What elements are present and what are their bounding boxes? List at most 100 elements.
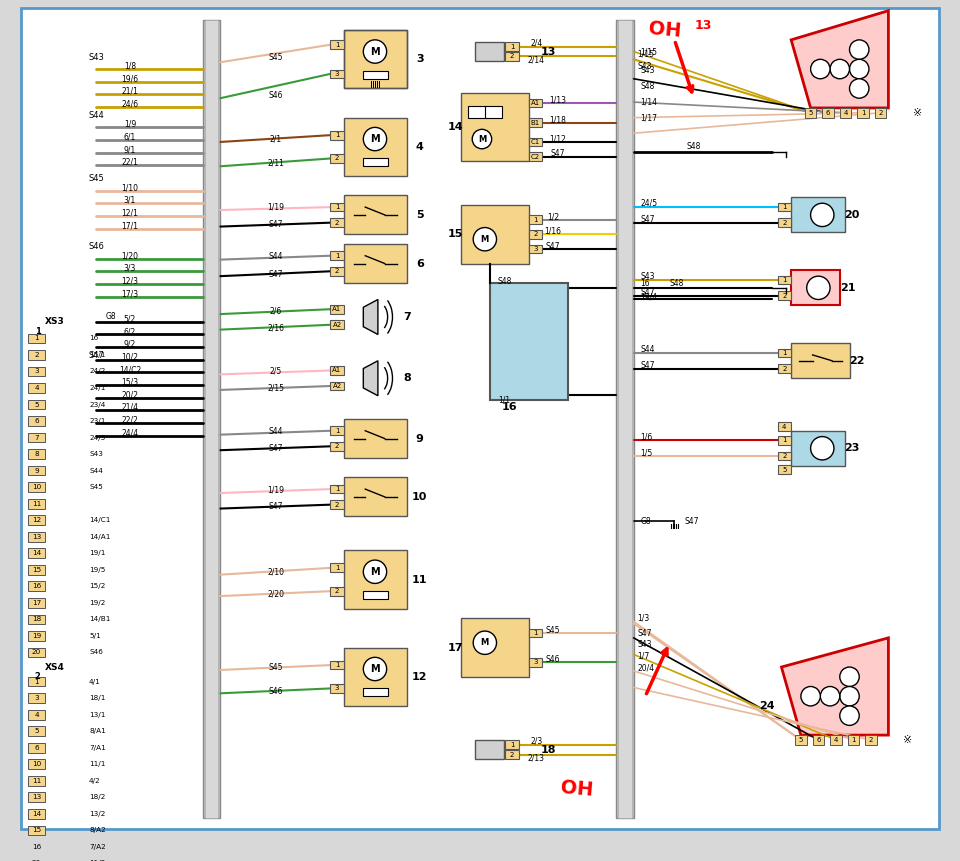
Text: 14: 14 bbox=[32, 550, 41, 556]
FancyBboxPatch shape bbox=[28, 532, 45, 542]
Text: 15/3: 15/3 bbox=[121, 378, 138, 387]
Text: 2: 2 bbox=[335, 269, 339, 275]
FancyBboxPatch shape bbox=[344, 30, 407, 89]
Circle shape bbox=[473, 227, 496, 251]
Text: 2: 2 bbox=[782, 220, 786, 226]
Text: 17/1: 17/1 bbox=[122, 221, 138, 230]
FancyBboxPatch shape bbox=[363, 592, 388, 599]
FancyBboxPatch shape bbox=[344, 195, 407, 234]
Text: 2/11: 2/11 bbox=[268, 159, 284, 168]
FancyBboxPatch shape bbox=[344, 244, 407, 283]
Text: 4: 4 bbox=[833, 737, 838, 743]
Text: S47: S47 bbox=[640, 215, 655, 224]
Text: 21: 21 bbox=[840, 282, 855, 293]
Text: M: M bbox=[481, 235, 489, 244]
Text: 20: 20 bbox=[844, 210, 859, 220]
Circle shape bbox=[363, 561, 387, 584]
Text: 24/2: 24/2 bbox=[89, 369, 106, 375]
Text: 10/2: 10/2 bbox=[122, 352, 138, 362]
Text: S47: S47 bbox=[88, 351, 104, 361]
Circle shape bbox=[821, 686, 840, 706]
Text: S43: S43 bbox=[89, 451, 103, 457]
FancyBboxPatch shape bbox=[330, 563, 344, 573]
Text: G8: G8 bbox=[640, 517, 651, 526]
FancyBboxPatch shape bbox=[330, 587, 344, 596]
FancyBboxPatch shape bbox=[28, 581, 45, 592]
Text: 1: 1 bbox=[335, 41, 339, 47]
Text: 13: 13 bbox=[695, 19, 712, 32]
Text: 7/A1: 7/A1 bbox=[89, 745, 106, 751]
Text: M: M bbox=[371, 134, 380, 144]
FancyBboxPatch shape bbox=[330, 154, 344, 163]
Text: 2: 2 bbox=[869, 737, 873, 743]
Text: S43: S43 bbox=[88, 53, 104, 62]
Text: S47: S47 bbox=[640, 361, 655, 370]
Text: 3: 3 bbox=[35, 695, 39, 701]
Text: 15: 15 bbox=[448, 229, 464, 239]
Text: 19/2: 19/2 bbox=[89, 600, 106, 606]
Text: 12/3: 12/3 bbox=[122, 276, 138, 286]
FancyBboxPatch shape bbox=[28, 400, 45, 409]
Polygon shape bbox=[781, 638, 888, 735]
Text: S48: S48 bbox=[497, 276, 512, 286]
Text: 2: 2 bbox=[782, 453, 786, 459]
FancyBboxPatch shape bbox=[529, 230, 542, 238]
Text: 4: 4 bbox=[35, 385, 39, 391]
Text: 10: 10 bbox=[32, 484, 41, 490]
Text: S48: S48 bbox=[640, 82, 655, 91]
FancyBboxPatch shape bbox=[330, 202, 344, 212]
Text: 15/1: 15/1 bbox=[89, 352, 106, 358]
Text: 24/5: 24/5 bbox=[640, 199, 658, 208]
Text: 1/6: 1/6 bbox=[640, 432, 653, 441]
Text: 2: 2 bbox=[782, 293, 786, 299]
FancyBboxPatch shape bbox=[28, 383, 45, 393]
FancyBboxPatch shape bbox=[529, 118, 542, 127]
Text: 23/1: 23/1 bbox=[89, 418, 106, 424]
Text: 8/A2: 8/A2 bbox=[89, 827, 106, 833]
Text: S47: S47 bbox=[545, 241, 561, 251]
FancyBboxPatch shape bbox=[203, 21, 221, 818]
Text: S43: S43 bbox=[640, 272, 655, 281]
FancyBboxPatch shape bbox=[475, 740, 504, 759]
FancyBboxPatch shape bbox=[330, 305, 344, 313]
Text: M: M bbox=[371, 567, 380, 577]
Text: 14: 14 bbox=[32, 811, 41, 817]
Text: 1/1: 1/1 bbox=[498, 395, 511, 404]
Text: S47: S47 bbox=[637, 629, 652, 637]
Text: S43: S43 bbox=[640, 66, 655, 76]
Circle shape bbox=[806, 276, 830, 300]
Circle shape bbox=[810, 437, 834, 460]
FancyBboxPatch shape bbox=[330, 366, 344, 375]
FancyBboxPatch shape bbox=[823, 108, 834, 118]
FancyBboxPatch shape bbox=[344, 647, 407, 706]
Circle shape bbox=[830, 59, 850, 78]
Text: S45: S45 bbox=[89, 484, 103, 490]
Text: 1/20: 1/20 bbox=[122, 251, 138, 260]
Text: 16: 16 bbox=[32, 584, 41, 589]
Text: 13: 13 bbox=[32, 534, 41, 540]
Text: 7/A2: 7/A2 bbox=[89, 844, 106, 850]
FancyBboxPatch shape bbox=[28, 709, 45, 720]
Text: S45: S45 bbox=[269, 53, 283, 62]
FancyBboxPatch shape bbox=[28, 565, 45, 574]
Text: 1/15: 1/15 bbox=[640, 47, 658, 56]
Text: S43: S43 bbox=[637, 641, 652, 649]
FancyBboxPatch shape bbox=[330, 70, 344, 78]
Text: 2/5: 2/5 bbox=[270, 367, 282, 376]
Text: 23/4: 23/4 bbox=[89, 401, 106, 407]
Text: 9/2: 9/2 bbox=[124, 340, 136, 349]
Text: S47: S47 bbox=[269, 443, 283, 453]
Text: 2: 2 bbox=[878, 110, 883, 115]
Text: 1: 1 bbox=[35, 678, 39, 684]
FancyBboxPatch shape bbox=[857, 108, 869, 118]
FancyBboxPatch shape bbox=[529, 658, 542, 666]
Text: XS4: XS4 bbox=[45, 663, 65, 672]
Text: 1/17: 1/17 bbox=[640, 113, 658, 122]
Text: 21/1: 21/1 bbox=[122, 87, 138, 96]
Text: 1/18: 1/18 bbox=[549, 115, 566, 124]
Text: 2: 2 bbox=[335, 443, 339, 449]
Text: 11: 11 bbox=[32, 501, 41, 506]
Text: 3: 3 bbox=[533, 660, 538, 666]
Text: A1: A1 bbox=[332, 307, 342, 313]
FancyBboxPatch shape bbox=[330, 442, 344, 450]
